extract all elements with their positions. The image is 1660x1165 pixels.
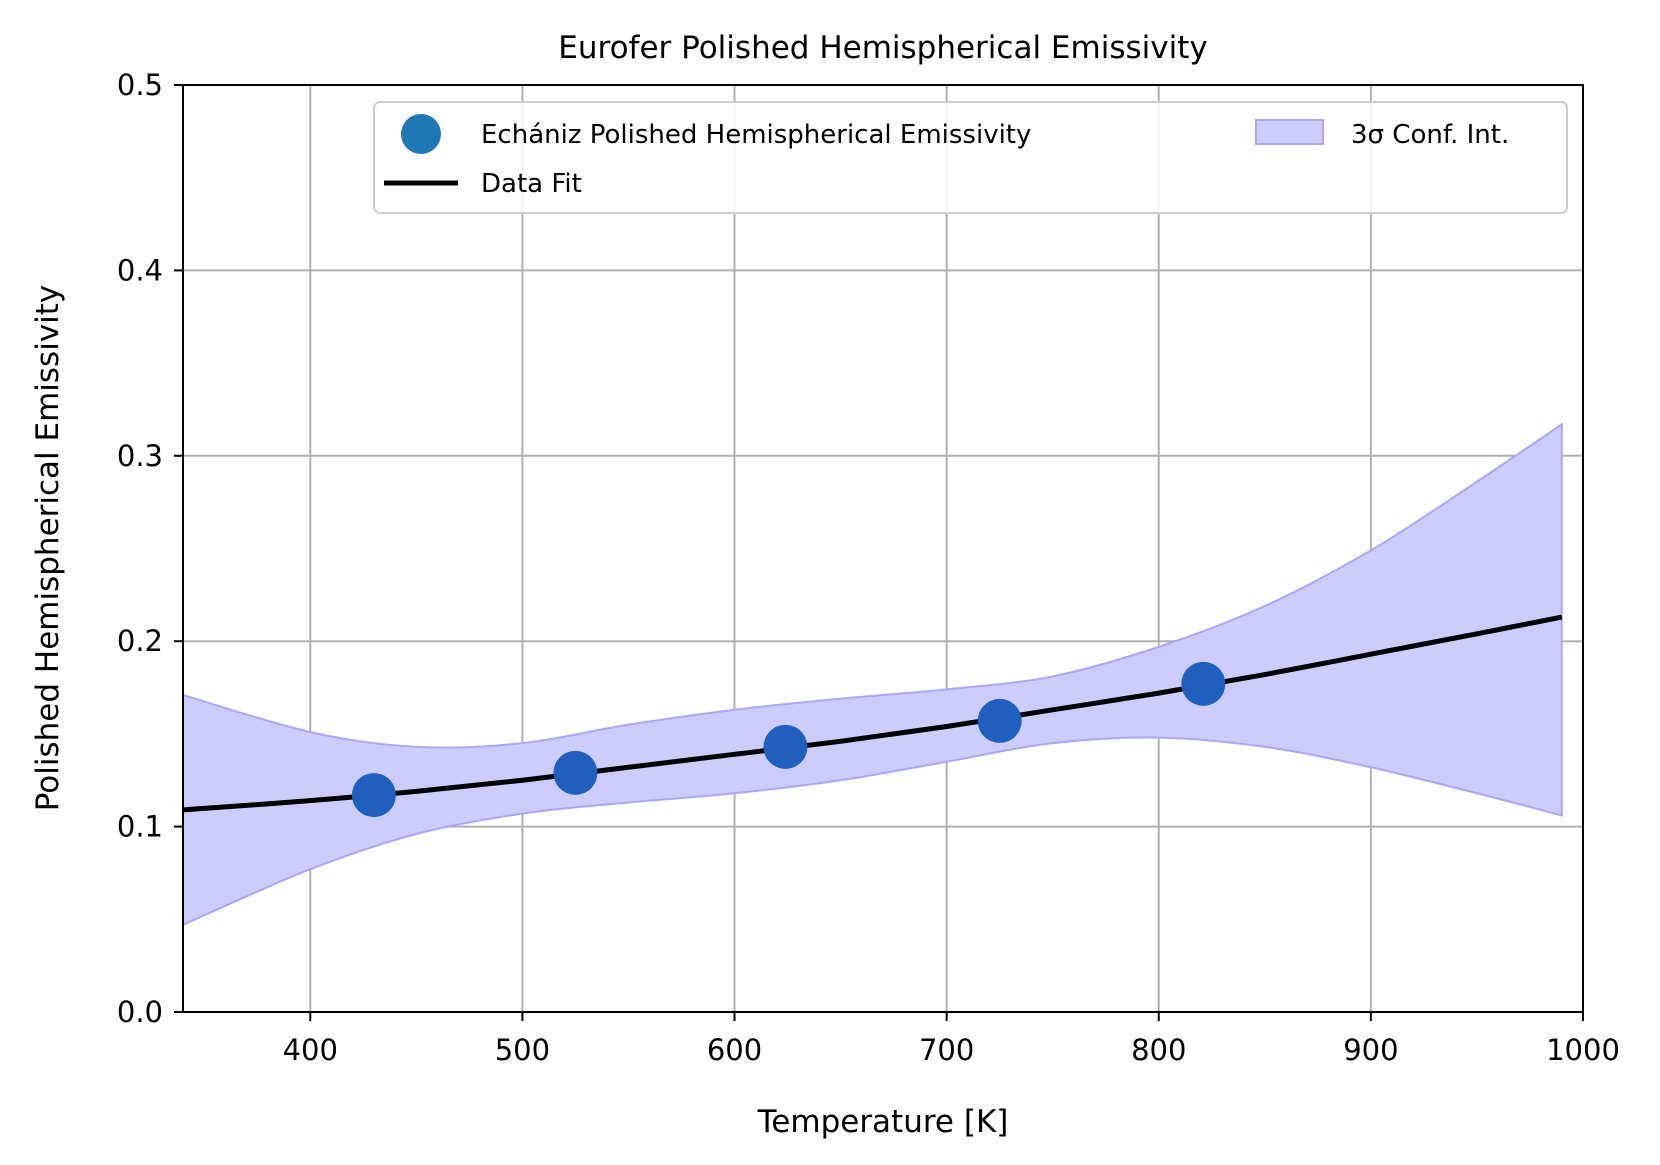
y-tick-label: 0.5 [117,68,163,102]
x-axis-label: Temperature [K] [757,1104,1009,1140]
legend-marker-scatter [401,114,441,154]
legend-label-fit: Data Fit [481,169,582,199]
confidence-band [182,422,1563,927]
data-point [977,698,1022,743]
data-point [553,750,598,795]
y-tick-label: 0.0 [117,995,163,1029]
legend-label-band: 3σ Conf. Int. [1351,120,1509,150]
x-tick-label: 500 [495,1033,550,1067]
x-tick-label: 400 [283,1033,338,1067]
y-tick-label: 0.3 [117,439,163,473]
chart-title: Eurofer Polished Hemispherical Emissivit… [558,30,1207,66]
x-tick-label: 700 [919,1033,974,1067]
x-tick-label: 600 [707,1033,762,1067]
y-axis-ticks: 0.0 0.1 0.2 0.3 0.4 0.5 [117,68,183,1029]
data-point [763,724,808,769]
x-axis-ticks: 400 500 600 700 800 900 1000 [283,1012,1620,1067]
scatter-points-layer [351,661,1226,818]
legend: Echániz Polished Hemispherical Emissivit… [373,101,1568,214]
data-point [351,773,396,818]
y-tick-label: 0.2 [117,624,163,658]
confidence-band-layer [182,422,1563,927]
x-tick-label: 1000 [1546,1033,1620,1067]
legend-label-scatter: Echániz Polished Hemispherical Emissivit… [481,120,1031,150]
x-tick-label: 900 [1343,1033,1398,1067]
x-tick-label: 800 [1131,1033,1186,1067]
plot-frame [182,84,1584,1013]
data-point [1181,661,1226,706]
legend-marker-band [1255,119,1324,145]
y-tick-label: 0.1 [117,810,163,844]
y-axis-label: Polished Hemispherical Emissivity [30,285,66,812]
fit-line [182,614,1563,813]
y-tick-label: 0.4 [117,253,163,287]
fit-line-layer [182,614,1563,813]
